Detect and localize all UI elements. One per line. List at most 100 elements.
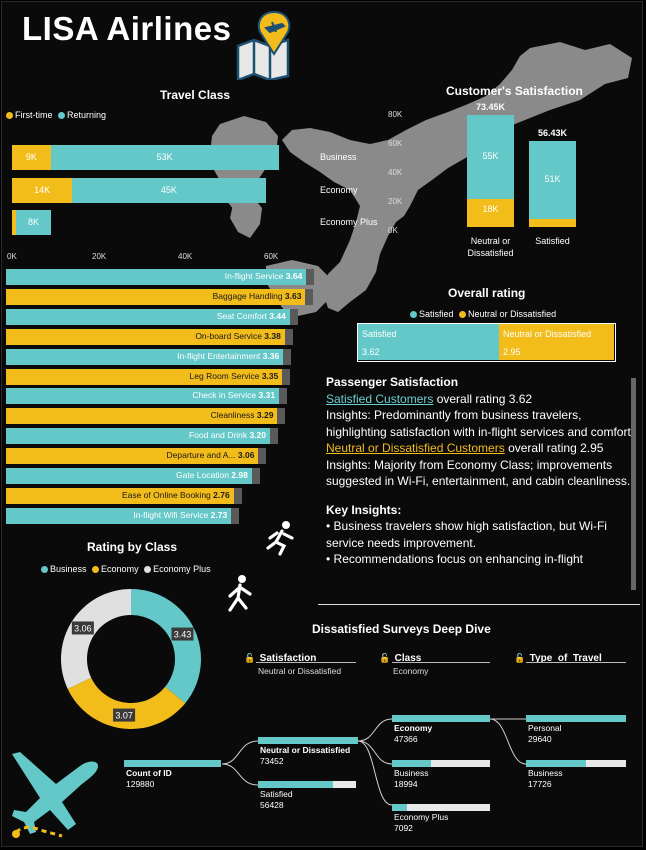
tree-node-business-travel-fill	[526, 760, 586, 767]
bar-returning-business[interactable]: 53K	[50, 145, 279, 170]
tree-node-business-label: Business	[394, 768, 429, 778]
filter-class[interactable]: 🔓 Class	[379, 648, 421, 666]
service-bar-gate-location	[6, 468, 252, 484]
service-name-ease-of-online-booking: Ease of Online Booking	[121, 489, 214, 500]
service-row-cleanliness[interactable]: Cleanliness 3.29	[6, 408, 286, 425]
filter-satisfaction-header: Satisfaction	[259, 653, 317, 664]
service-score-cleanliness: 3.29	[256, 410, 274, 421]
sat-teal-segment-col-2[interactable]: 51K	[529, 140, 576, 219]
service-bar-ease-of-online-booking	[6, 487, 234, 504]
tree-root-count-of-id-fill	[124, 760, 221, 767]
service-name-baggage-handling: Baggage Handling	[212, 290, 285, 301]
sat-total-label-col-1: 73.45K	[475, 102, 506, 113]
service-bar-in-flight-wifi-service	[6, 507, 232, 524]
sat-y-tick-20K: 20K	[388, 197, 403, 206]
bar-returning-economy[interactable]: 45K	[72, 178, 266, 203]
tree-node-business-value: 18994	[394, 779, 418, 789]
service-row-in-flight-entertainment[interactable]: In-flight Entertainment 3.36	[6, 348, 292, 365]
sat-gold-segment-col-2[interactable]	[529, 218, 576, 227]
dissatisfied-customers-link[interactable]: Neutral or Dissatisfied Customers	[326, 441, 505, 455]
sat-y-tick-60K: 60K	[388, 139, 403, 148]
tree-root-count-of-id-value: 129880	[126, 779, 155, 789]
tree-node-business-bar[interactable]	[392, 760, 490, 767]
overall-segment-dissatisfied[interactable]: Neutral or Dissatisfied 2.95	[499, 324, 614, 360]
dissatisfied-rating-text: overall rating 2.95	[504, 441, 604, 455]
service-label-seat-comfort: Seat Comfort 3.44	[217, 311, 286, 321]
service-score-leg-room-service: 3.35	[261, 370, 279, 381]
overall-segment-label-satisfied: Satisfied	[362, 329, 397, 339]
sat-teal-segment-col-1[interactable]: 55K	[467, 115, 514, 200]
donut-slice-gold[interactable]	[67, 677, 186, 729]
tree-node-neutral-or-dissatisfied-bar[interactable]	[258, 737, 358, 744]
service-name-food-and-drink: Food and Drink	[188, 430, 250, 441]
service-bar-check-in-service	[6, 388, 280, 405]
economy-legend-dot	[92, 566, 100, 574]
insights-scrollbar[interactable]	[631, 378, 636, 590]
key-insights-heading: Key Insights:	[326, 502, 402, 517]
tree-node-economy-plus-fill	[392, 804, 407, 811]
travel-class-legend: First-time Returning	[6, 110, 106, 120]
filter-class-value: Economy	[393, 666, 429, 676]
sat-teal-label-col-2: 51K	[544, 173, 561, 184]
tree-node-satisfied-bar[interactable]	[258, 781, 356, 788]
donut-slice-gray[interactable]	[61, 589, 131, 689]
economy-plus-legend-dot	[144, 566, 152, 574]
service-bar-departure-and-a	[6, 448, 259, 465]
bar-first-time-economy[interactable]: 14K	[12, 178, 73, 203]
tree-root-count-of-id-bar[interactable]	[124, 760, 221, 767]
filter-satisfaction[interactable]: 🔓 Satisfaction	[244, 648, 316, 666]
running-person-icon	[266, 521, 294, 556]
service-row-in-flight-wifi-service[interactable]: In-flight Wifi Service 2.73	[6, 507, 240, 524]
axis-tick-0k: 0K	[7, 252, 17, 261]
service-row-leg-room-service[interactable]: Leg Room Service 3.35	[6, 368, 291, 385]
overall-rating-title: Overall rating	[448, 286, 526, 300]
rating-by-class-legend: Business Economy Economy Plus	[41, 564, 211, 574]
bar-returning-economy-plus[interactable]: 8K	[16, 210, 51, 235]
service-bar-food-and-drink	[6, 428, 270, 445]
service-name-seat-comfort: Seat Comfort	[216, 310, 270, 321]
overall-bar-border	[357, 323, 616, 362]
filter-type-of-travel[interactable]: 🔓 Type_of_Travel	[514, 648, 602, 666]
service-row-ease-of-online-booking[interactable]: Ease of Online Booking 2.76	[6, 487, 242, 504]
overall-segment-satisfied[interactable]: Satisfied 3.62	[358, 324, 500, 360]
tree-node-economy-bar[interactable]	[392, 715, 490, 722]
tree-node-satisfied-label: Satisfied	[260, 789, 293, 799]
map-pin-plane-icon	[236, 10, 291, 80]
service-label-departure-and-a: Departure and A... 3.06	[167, 450, 255, 460]
tree-node-business-travel-bar[interactable]	[526, 760, 626, 767]
sat-gold-segment-col-1[interactable]: 18K	[467, 199, 514, 227]
tree-node-economy-plus-bar[interactable]	[392, 804, 490, 811]
lock-icon: 🔓	[379, 653, 391, 663]
overall-segment-value-satisfied: 3.62	[362, 347, 380, 357]
satisfied-customers-link[interactable]: Satisfied Customers	[326, 391, 434, 406]
service-bar-in-flight-entertainment	[6, 348, 284, 365]
overall-rating-legend: Satisfied Neutral or Dissatisfied	[410, 309, 556, 319]
service-row-gate-location[interactable]: Gate Location 2.98	[6, 468, 260, 484]
service-bar-seat-comfort	[6, 308, 290, 325]
filter-satisfaction-value: Neutral or Dissatisfied	[258, 666, 342, 676]
service-row-baggage-handling[interactable]: Baggage Handling 3.63	[6, 288, 314, 305]
bar-first-time-business[interactable]: 9K	[12, 145, 51, 170]
satisfaction-title: Customer's Satisfaction	[446, 84, 583, 98]
service-row-in-flight-service[interactable]: In-flight Service 3.64	[6, 269, 315, 285]
legend-satisfied: Satisfied	[419, 309, 454, 319]
bar-first-time-economy-plus[interactable]	[12, 210, 17, 235]
service-row-food-and-drink[interactable]: Food and Drink 3.20	[6, 428, 278, 445]
service-row-check-in-service[interactable]: Check in Service 3.31	[6, 388, 288, 405]
legend-first-time: First-time	[15, 110, 53, 120]
service-row-on-board-service[interactable]: On-board Service 3.38	[6, 328, 293, 345]
service-name-departure-and-a: Departure and A...	[166, 450, 238, 461]
service-score-departure-and-a: 3.06	[237, 450, 255, 461]
service-row-seat-comfort[interactable]: Seat Comfort 3.44	[6, 308, 298, 325]
page-title: LISA Airlines	[22, 10, 232, 47]
tree-node-business-fill	[392, 760, 432, 767]
satisfied-rating-text: overall rating 3.62	[433, 391, 533, 406]
filter-type-of-travel-header: Type_of_Travel	[529, 653, 602, 664]
tree-node-personal-bar[interactable]	[526, 715, 626, 722]
tree-node-economy-fill	[392, 715, 490, 722]
donut-slice-teal[interactable]	[131, 589, 202, 704]
sat-y-tick-0K: 0K	[388, 226, 398, 235]
sat-category-label-col-2: Satisfied	[535, 236, 570, 246]
service-row-departure-and-a[interactable]: Departure and A... 3.06	[6, 448, 267, 465]
